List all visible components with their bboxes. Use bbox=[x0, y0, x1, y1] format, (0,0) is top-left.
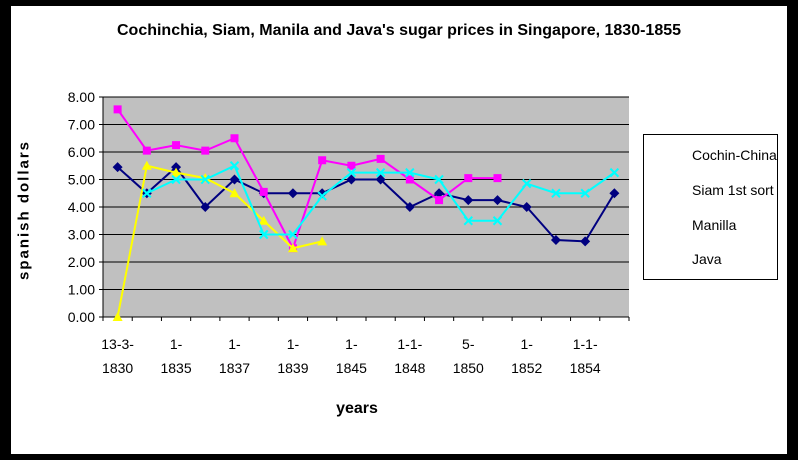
data-point-siam bbox=[201, 146, 210, 155]
data-point-cochin-china bbox=[229, 174, 240, 185]
x-tick-label: 1-1- bbox=[397, 336, 422, 352]
legend-item-manilla: Manilla bbox=[644, 209, 777, 245]
legend-label-manilla: Manilla bbox=[692, 217, 737, 233]
x-tick-label: 1- bbox=[520, 336, 533, 352]
x-tick-label: 1837 bbox=[219, 360, 250, 376]
x-tick-label: 1-1- bbox=[573, 336, 598, 352]
legend-item-siam: Siam 1st sort bbox=[644, 174, 777, 210]
data-point-manilla bbox=[229, 188, 240, 198]
x-tick-label: 1845 bbox=[336, 360, 367, 376]
legend: Cochin-China Siam 1st sort Manilla Java bbox=[643, 134, 778, 280]
data-point-siam bbox=[142, 146, 151, 155]
data-point-java bbox=[551, 188, 561, 198]
x-tick-label: 1854 bbox=[570, 360, 601, 376]
x-tick-label: 1848 bbox=[394, 360, 425, 376]
data-point-manilla bbox=[112, 312, 123, 321]
data-point-java bbox=[492, 216, 503, 226]
data-point-cochin-china bbox=[404, 202, 415, 212]
x-tick-label: 1835 bbox=[160, 360, 191, 376]
data-point-cochin-china bbox=[550, 235, 561, 245]
y-tick-label: 3.00 bbox=[68, 227, 95, 243]
data-point-manilla bbox=[287, 243, 298, 253]
data-point-java bbox=[375, 167, 386, 178]
data-point-siam bbox=[318, 156, 327, 165]
y-tick-label: 7.00 bbox=[68, 117, 95, 133]
data-point-siam bbox=[230, 134, 239, 143]
data-point-java bbox=[434, 174, 444, 185]
data-point-cochin-china bbox=[463, 195, 474, 206]
y-tick-label: 5.00 bbox=[68, 172, 95, 188]
x-axis-label: years bbox=[336, 400, 378, 417]
data-point-manilla bbox=[317, 236, 328, 246]
data-point-cochin-china bbox=[609, 188, 620, 199]
legend-label-cochin-china: Cochin-China bbox=[692, 147, 777, 163]
data-point-java bbox=[346, 167, 357, 178]
data-point-java bbox=[288, 229, 298, 240]
series-line-manilla bbox=[116, 164, 323, 318]
data-point-cochin-china bbox=[317, 188, 328, 199]
data-point-cochin-china bbox=[346, 174, 357, 185]
data-point-java bbox=[317, 191, 327, 201]
data-point-cochin-china bbox=[171, 162, 182, 173]
data-point-manilla bbox=[258, 215, 269, 225]
data-point-manilla bbox=[171, 167, 182, 177]
data-point-cochin-china bbox=[112, 162, 123, 173]
data-point-java bbox=[229, 161, 240, 171]
legend-label-siam: Siam 1st sort bbox=[692, 182, 774, 198]
data-point-cochin-china bbox=[375, 174, 386, 185]
data-point-cochin-china bbox=[521, 202, 532, 212]
data-point-siam bbox=[347, 161, 356, 170]
data-point-cochin-china bbox=[200, 202, 211, 212]
y-tick-label: 1.00 bbox=[68, 282, 95, 298]
data-point-cochin-china bbox=[492, 195, 503, 206]
data-point-siam bbox=[376, 154, 385, 163]
data-point-java bbox=[200, 174, 210, 185]
data-point-java bbox=[142, 188, 152, 198]
data-point-java bbox=[171, 174, 181, 185]
series-line-cochin-china bbox=[116, 165, 616, 243]
x-tick-label: 1- bbox=[228, 336, 241, 352]
y-axis-label: spanish dollars bbox=[15, 139, 33, 281]
data-point-java bbox=[259, 229, 269, 240]
data-point-java bbox=[522, 178, 532, 189]
x-tick-label: 1839 bbox=[277, 360, 308, 376]
y-tick-label: 4.00 bbox=[68, 199, 95, 215]
data-point-java bbox=[580, 188, 590, 198]
data-point-cochin-china bbox=[287, 188, 298, 199]
x-tick-label: 1830 bbox=[102, 360, 133, 376]
data-point-java bbox=[609, 167, 620, 178]
y-tick-label: 8.00 bbox=[68, 89, 95, 105]
data-point-siam bbox=[113, 105, 122, 114]
y-tick-label: 0.00 bbox=[68, 309, 95, 325]
data-point-siam bbox=[435, 196, 444, 205]
chart-title: Cochinchia, Siam, Manila and Java's suga… bbox=[116, 22, 682, 39]
x-tick-label: 1- bbox=[287, 336, 300, 352]
y-tick-label: 2.00 bbox=[68, 254, 95, 270]
legend-item-java: Java bbox=[644, 243, 777, 279]
data-point-cochin-china bbox=[434, 188, 445, 199]
x-tick-label: 1- bbox=[345, 336, 358, 352]
x-tick-label: 5- bbox=[462, 336, 475, 352]
data-point-siam bbox=[405, 175, 414, 184]
data-point-siam bbox=[493, 174, 502, 183]
data-point-java bbox=[463, 216, 473, 226]
y-tick-label: 6.00 bbox=[68, 144, 95, 160]
data-point-manilla bbox=[141, 160, 152, 170]
legend-item-cochin-china: Cochin-China bbox=[644, 139, 777, 175]
x-tick-label: 1- bbox=[170, 336, 183, 352]
x-tick-label: 1850 bbox=[453, 360, 484, 376]
legend-label-java: Java bbox=[692, 251, 722, 267]
x-tick-label: 13-3- bbox=[101, 336, 134, 352]
data-point-siam bbox=[259, 187, 268, 196]
data-point-siam bbox=[464, 174, 473, 183]
data-point-siam bbox=[172, 141, 181, 150]
series-line-siam bbox=[116, 108, 498, 251]
data-point-java bbox=[405, 167, 415, 178]
x-tick-label: 1852 bbox=[511, 360, 542, 376]
data-point-cochin-china bbox=[580, 236, 591, 247]
